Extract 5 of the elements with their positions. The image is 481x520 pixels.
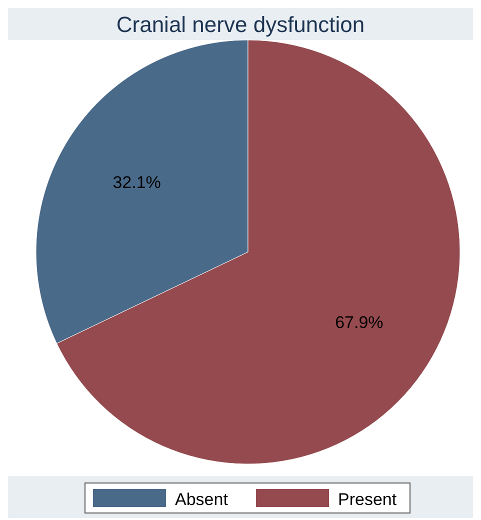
chart-title: Cranial nerve dysfunction: [116, 12, 365, 37]
legend-label: Absent: [175, 490, 228, 509]
data-label: 67.9%: [335, 313, 384, 332]
slice-label: Present: [338, 490, 397, 509]
data-label: 32.1%: [112, 172, 161, 192]
